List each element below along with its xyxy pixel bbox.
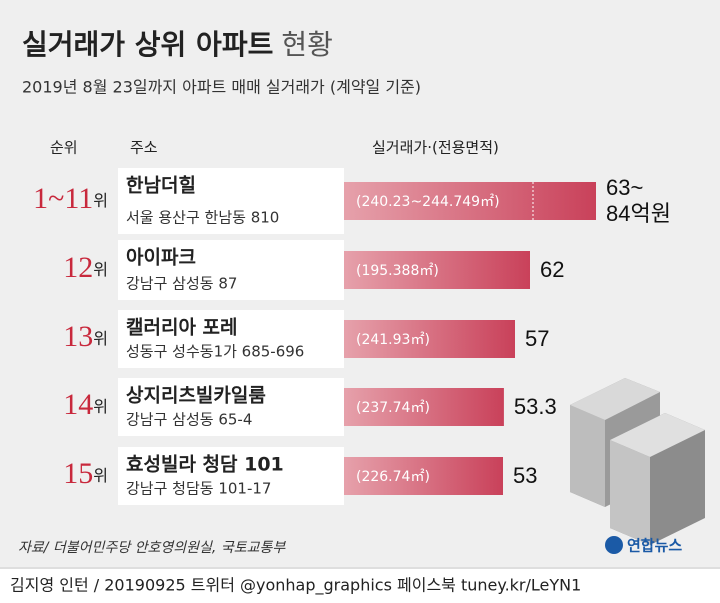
header: 순위	[50, 139, 78, 157]
area-label: (195.388㎡)	[356, 263, 439, 279]
apartment-name: 효성빌라 청담 101	[126, 454, 284, 476]
value-label: 53.3	[513, 394, 557, 419]
rank-suffix: 위	[93, 191, 108, 210]
name-box	[118, 447, 344, 505]
rank-suffix: 위	[93, 329, 108, 348]
rank-suffix: 위	[93, 466, 108, 485]
name-box	[118, 310, 344, 368]
address: 서울 용산구 한남동 810	[126, 209, 279, 227]
rank-suffix: 위	[93, 397, 108, 416]
bar	[344, 457, 503, 495]
apartment-name: 아이파크	[126, 247, 196, 269]
bar	[344, 388, 504, 426]
area-label: (226.74㎡)	[356, 469, 430, 485]
rank: 13위	[63, 320, 108, 353]
address: 성동구 성수동1가 685-696	[126, 343, 304, 361]
area-label: (237.74㎡)	[356, 400, 430, 416]
logo: 연합뉴스	[627, 537, 682, 555]
apartment-name: 상지리츠빌카일룸	[126, 385, 266, 407]
value-label: 57	[525, 326, 550, 351]
rank: 1~11위	[33, 182, 108, 215]
area-label: (240.23~244.749㎡)	[356, 194, 500, 210]
rank: 12위	[63, 251, 108, 284]
name-box	[118, 168, 344, 234]
value-label: 62	[540, 257, 565, 282]
footer: 김지영 인턴 / 20190925 트위터 @yonhap_graphics 페…	[10, 576, 581, 596]
bar	[344, 251, 530, 289]
rank-suffix: 위	[93, 260, 108, 279]
title-main: 실거래가 상위 아파트	[22, 28, 273, 61]
rank-number: 12	[63, 251, 93, 284]
area-label: (241.93㎡)	[356, 332, 430, 348]
bar	[344, 320, 515, 358]
source: 자료/ 더불어민주당 안호영의원실, 국토교통부	[18, 540, 286, 556]
name-box	[118, 240, 344, 300]
rank: 15위	[63, 457, 108, 490]
address: 강남구 삼성동 65-4	[126, 411, 252, 429]
rank-number: 14	[63, 388, 93, 421]
rank: 14위	[63, 388, 108, 421]
title-suffix: 현황	[281, 28, 333, 61]
subtitle: 2019년 8월 23일까지 아파트 매매 실거래가 (계약일 기준)	[22, 78, 421, 97]
value-label: 53	[513, 463, 538, 488]
footer-bg	[0, 569, 720, 603]
value-label: 63~ 84억원	[606, 175, 671, 226]
address: 강남구 청담동 101-17	[126, 480, 271, 498]
bar	[344, 182, 596, 220]
rank-number: 15	[63, 457, 93, 490]
chart-title: 실거래가 상위 아파트 현황	[22, 28, 333, 61]
rank-number: 13	[63, 320, 93, 353]
apartment-name: 한남더힐	[126, 174, 196, 197]
apartment-name: 캘러리아 포레	[126, 317, 238, 339]
name-box	[118, 378, 344, 436]
header: 주소	[130, 139, 158, 157]
logo-mark	[605, 536, 623, 554]
building-icon	[570, 378, 705, 545]
address: 강남구 삼성동 87	[126, 275, 237, 293]
rank-number: 1~11	[33, 182, 93, 215]
header: 실거래가·(전용면적)	[372, 139, 499, 157]
